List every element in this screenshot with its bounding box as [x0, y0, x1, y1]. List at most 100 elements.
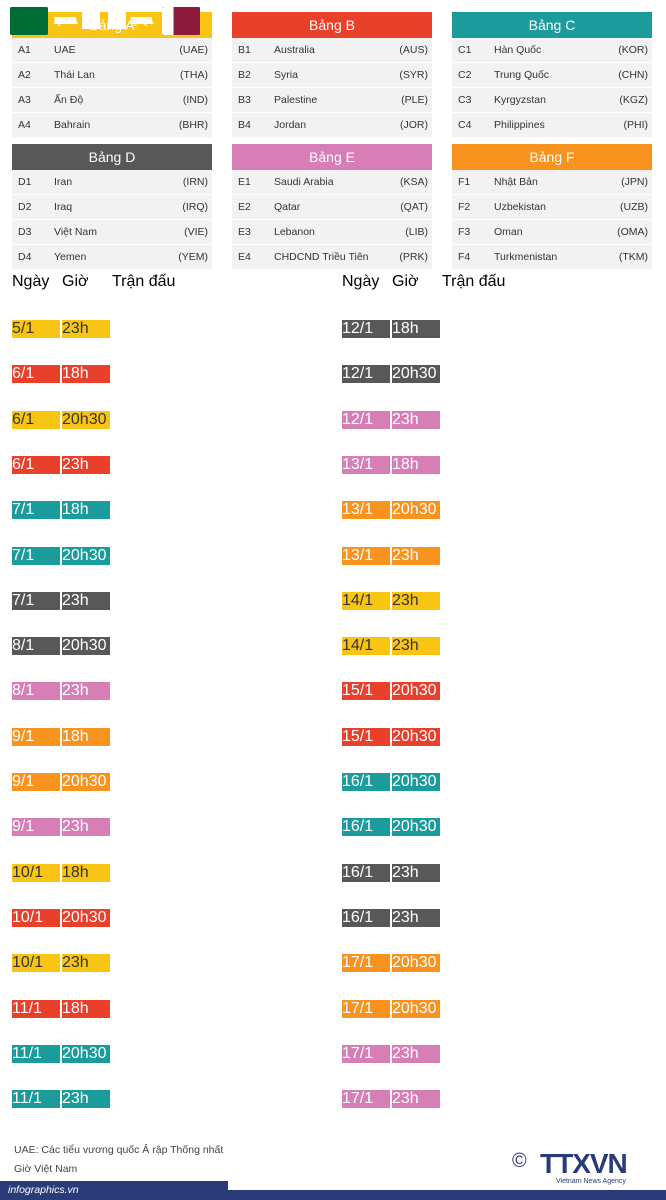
match-time: 20h30	[62, 546, 110, 565]
away-team-abbr: KGZ	[130, 15, 152, 27]
group-team-row: F3 Oman (OMA)	[452, 220, 652, 245]
team-code: D3	[18, 226, 32, 238]
ksa-flag-icon	[10, 7, 48, 35]
home-team-abbr: OMA	[54, 15, 78, 27]
away-team-abbr: PLE	[130, 15, 150, 27]
away-team-abbr: PRK	[130, 15, 152, 27]
away-team-abbr: PHI	[130, 15, 148, 27]
team-abbr: (QAT)	[400, 201, 428, 213]
away-team-abbr: UZB	[130, 15, 151, 27]
match-date: 15/1	[342, 682, 390, 701]
team-abbr: (UAE)	[179, 44, 208, 56]
match-date: 9/1	[12, 727, 60, 746]
team-code: A2	[18, 69, 31, 81]
match-time: 23h	[62, 954, 110, 973]
footnote-uae: UAE: Các tiểu vương quốc Ả rập Thống nhấ…	[14, 1144, 224, 1156]
match-time: 23h	[392, 546, 440, 565]
home-team-abbr: BHR	[54, 15, 77, 27]
away-team-abbr: PHI	[130, 15, 148, 27]
team-abbr: (VIE)	[184, 226, 208, 238]
match-time: 20h30	[392, 727, 440, 746]
team-abbr: (JPN)	[621, 176, 648, 188]
team-abbr: (IRN)	[182, 176, 208, 188]
group-team-row: B2 Syria (SYR)	[232, 63, 432, 88]
team-team: Bahrain	[54, 119, 91, 131]
away-team-abbr: LIB	[130, 15, 146, 27]
team-abbr: (PRK)	[399, 251, 428, 263]
group-a: Bảng A A1 UAE (UAE) A2 Thái Lan (THA) A3 Ấn Độ (I…	[12, 12, 212, 138]
home-team-abbr: JPN	[54, 15, 74, 27]
home-team-abbr: PLE	[54, 15, 74, 27]
team-team: Qatar	[274, 201, 301, 213]
home-team-abbr: AUS	[54, 15, 76, 27]
match-date: 16/1	[342, 818, 390, 837]
group-team-row: B3 Palestine (PLE)	[232, 88, 432, 113]
match-time: 23h	[62, 818, 110, 837]
group-team-row: D2 Iraq (IRQ)	[12, 195, 212, 220]
match-time: 23h	[392, 591, 440, 610]
home-team-abbr: QAT	[54, 15, 75, 27]
group-team-row: F1 Nhật Bản (JPN)	[452, 170, 652, 195]
team-team: Hàn Quốc	[494, 44, 542, 56]
score-box	[82, 11, 100, 29]
away-team-abbr: THA	[130, 15, 151, 27]
home-team-abbr: KOR	[54, 15, 77, 27]
match-date: 17/1	[342, 999, 390, 1018]
away-team-abbr: OMA	[130, 15, 154, 27]
group-team-row: E2 Qatar (QAT)	[232, 195, 432, 220]
group-team-row: D3 Việt Nam (VIE)	[12, 220, 212, 245]
match-time: 20h30	[392, 954, 440, 973]
away-team-abbr: SYR	[130, 15, 152, 27]
match-date: 8/1	[12, 682, 60, 701]
match-date: 12/1	[342, 410, 390, 429]
source-label: infographics.vn	[0, 1181, 228, 1200]
home-team-abbr: UAE	[54, 15, 76, 27]
team-code: A4	[18, 119, 31, 131]
group-team-row: C3 Kyrgyzstan (KGZ)	[452, 88, 652, 113]
group-team-row: A1 UAE (UAE)	[12, 38, 212, 63]
team-team: Saudi Arabia	[274, 176, 334, 188]
away-team-abbr: IRQ	[130, 15, 149, 27]
match-time: 23h	[62, 591, 110, 610]
match-date: 6/1	[12, 455, 60, 474]
team-abbr: (TKM)	[618, 251, 648, 263]
home-team-abbr: YEM	[54, 15, 77, 27]
match-date: 13/1	[342, 501, 390, 520]
team-team: Trung Quốc	[494, 69, 550, 81]
group-d: Bảng D D1 Iran (IRN) D2 Iraq (IRQ) D3 Việt Nam (V…	[12, 144, 212, 270]
home-team-abbr: VIE	[54, 15, 71, 27]
match-time: 23h	[62, 1090, 110, 1109]
away-team-abbr: YEM	[130, 15, 153, 27]
team-abbr: (CHN)	[618, 69, 648, 81]
match-time: 18h	[62, 365, 110, 384]
team-team: Việt Nam	[54, 226, 97, 238]
match-time: 20h30	[392, 682, 440, 701]
team-abbr: (PHI)	[623, 119, 649, 131]
away-team-abbr: BHR	[130, 15, 153, 27]
match-time: 20h30	[62, 908, 110, 927]
match-time: 20h30	[392, 818, 440, 837]
group-e: Bảng E E1 Saudi Arabia (KSA) E2 Qatar (QAT) E3 L…	[232, 144, 432, 270]
team-code: D2	[18, 201, 32, 213]
header-match: Trận đấu	[112, 273, 176, 290]
match-date: 9/1	[12, 773, 60, 791]
group-team-row: B4 Jordan (JOR)	[232, 113, 432, 138]
away-team-abbr: TKM	[130, 15, 153, 27]
home-team-abbr: TKM	[54, 15, 77, 27]
match-date: 10/1	[12, 908, 60, 927]
group-team-row: D4 Yemen (YEM)	[12, 245, 212, 270]
logo-subtitle: Vietnam News Agency	[556, 1178, 626, 1185]
match-time: 23h	[392, 908, 440, 927]
team-abbr: (UZB)	[620, 201, 648, 213]
group-title: Bảng F	[452, 144, 652, 170]
away-team-abbr: SYR	[130, 15, 152, 27]
home-team-abbr: LIB	[54, 15, 70, 27]
team-abbr: (KGZ)	[619, 94, 648, 106]
group-f: Bảng F F1 Nhật Bản (JPN) F2 Uzbekistan (UZB) F3…	[452, 144, 652, 270]
team-code: E3	[238, 226, 251, 238]
home-team-abbr: JPN	[54, 15, 74, 27]
home-team-abbr: JOR	[54, 15, 75, 27]
team-team: Turkmenistan	[494, 251, 558, 263]
match-date: 5/1	[12, 320, 60, 338]
group-team-row: A4 Bahrain (BHR)	[12, 113, 212, 138]
